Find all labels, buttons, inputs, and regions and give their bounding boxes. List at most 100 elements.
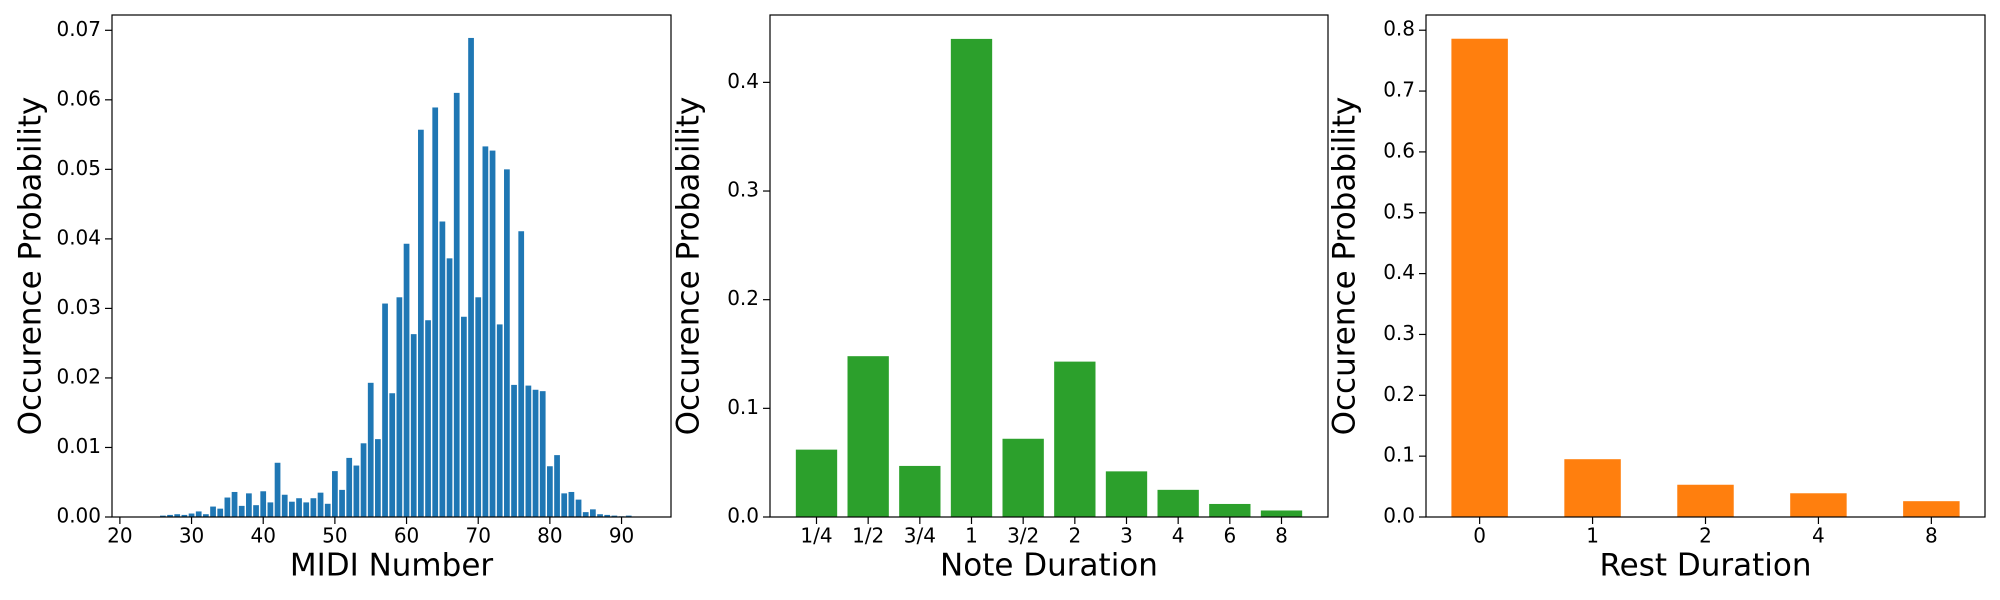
- y-tick-label: 0.1: [727, 395, 759, 419]
- x-tick-label: 20: [107, 524, 132, 548]
- bar: [1054, 361, 1096, 517]
- axes-frame: [1425, 14, 1986, 518]
- bar: [525, 385, 532, 517]
- y-tick-label: 0.05: [56, 156, 101, 180]
- y-tick-label: 0.6: [1383, 138, 1415, 162]
- y-tick-label: 0.03: [56, 295, 101, 319]
- y-tick-label: 0.2: [1383, 382, 1415, 406]
- bar: [253, 505, 259, 517]
- bar: [224, 497, 231, 517]
- bar: [317, 492, 324, 517]
- x-tick-label: 4: [1812, 524, 1825, 548]
- bar: [203, 514, 209, 517]
- bar: [847, 356, 889, 517]
- y-tick-label: 0.8: [1383, 17, 1415, 41]
- x-tick-label: 50: [322, 524, 347, 548]
- bar: [188, 513, 195, 517]
- bar: [403, 243, 410, 518]
- bar: [561, 493, 568, 517]
- bar: [167, 514, 173, 517]
- bar: [1157, 489, 1199, 517]
- y-axis-label: Occurence Probability: [671, 97, 707, 436]
- y-tick-label: 0.00: [56, 504, 101, 528]
- bar: [382, 303, 388, 517]
- bar: [174, 514, 181, 517]
- bar: [281, 494, 288, 517]
- bar: [217, 508, 224, 517]
- bar: [539, 391, 546, 517]
- x-tick-label: 6: [1223, 524, 1236, 548]
- x-tick-label: 4: [1172, 524, 1185, 548]
- bar: [496, 324, 503, 517]
- bar: [1564, 459, 1621, 517]
- bar: [210, 506, 216, 517]
- bar: [375, 439, 381, 517]
- bar: [547, 466, 553, 517]
- bar: [410, 334, 417, 517]
- bar: [367, 382, 374, 517]
- x-tick-label: 3/2: [1007, 524, 1039, 548]
- y-tick-label: 0.2: [727, 286, 759, 310]
- bar: [568, 491, 575, 517]
- bar: [1790, 493, 1847, 517]
- bar: [795, 449, 838, 517]
- y-tick-label: 0.0: [727, 504, 759, 528]
- x-tick-label: 90: [609, 524, 634, 548]
- bar: [267, 502, 274, 517]
- y-tick-label: 0.3: [727, 178, 759, 202]
- x-tick-label: 8: [1275, 524, 1288, 548]
- axes-frame: [769, 14, 1329, 518]
- bar: [453, 92, 460, 518]
- bar: [446, 258, 453, 517]
- x-tick-label: 1: [965, 524, 978, 548]
- bar: [425, 320, 431, 517]
- bar: [432, 107, 439, 517]
- bar: [289, 501, 295, 517]
- y-axis-label: Occurence Probability: [13, 97, 49, 436]
- chart: 0.00 0.01 0.02 0.03 0.04 0.05 0.06 0.07 20 30 40 50…: [13, 14, 672, 584]
- chart: 0.0 0.1 0.2 0.3 0.4 0.5 0.6 0.7 0.8 0 1 2 4 8 Rest Dur…: [1327, 14, 1986, 584]
- x-tick-label: 70: [465, 524, 490, 548]
- bar: [260, 491, 267, 517]
- bar: [899, 465, 941, 517]
- bar: [625, 515, 632, 517]
- bar: [468, 37, 474, 517]
- bar: [160, 515, 166, 517]
- bar: [1002, 438, 1044, 517]
- bar: [339, 489, 345, 517]
- bar: [604, 514, 611, 517]
- x-tick-label: 3/4: [904, 524, 936, 548]
- bar: [504, 169, 510, 518]
- y-tick-label: 0.06: [56, 86, 101, 110]
- y-tick-label: 0.01: [56, 434, 101, 458]
- x-tick-label: 1/2: [852, 524, 884, 548]
- x-tick-label: 8: [1925, 524, 1938, 548]
- y-tick-label: 0.4: [1383, 260, 1415, 284]
- x-tick-label: 2: [1699, 524, 1712, 548]
- y-tick-label: 0.0: [1383, 504, 1415, 528]
- bar: [310, 498, 317, 517]
- bar: [1260, 510, 1303, 517]
- x-tick-label: 0: [1473, 524, 1486, 548]
- axes-frame: [111, 14, 672, 518]
- chart: 0.0 0.1 0.2 0.3 0.4 1/4 1/2 3/4 1 3/2 2 3 4 6 8 Note Du…: [671, 14, 1329, 584]
- x-tick-label: 1: [1586, 524, 1599, 548]
- bar: [246, 493, 252, 517]
- x-axis-label: MIDI Number: [290, 548, 494, 584]
- bar: [238, 505, 245, 517]
- bar: [461, 316, 467, 517]
- bar: [296, 498, 302, 517]
- bar: [482, 146, 489, 517]
- y-axis-label: Occurence Probability: [1327, 97, 1363, 436]
- y-tick-label: 0.7: [1383, 78, 1415, 102]
- bar: [475, 297, 482, 517]
- bar: [396, 297, 403, 517]
- bar: [575, 499, 582, 517]
- y-tick-label: 0.07: [56, 17, 101, 41]
- bar: [1677, 484, 1734, 517]
- y-tick-label: 0.3: [1383, 321, 1415, 345]
- y-tick-label: 0.5: [1383, 199, 1415, 223]
- bar: [353, 465, 360, 517]
- x-axis-label: Rest Duration: [1599, 548, 1811, 584]
